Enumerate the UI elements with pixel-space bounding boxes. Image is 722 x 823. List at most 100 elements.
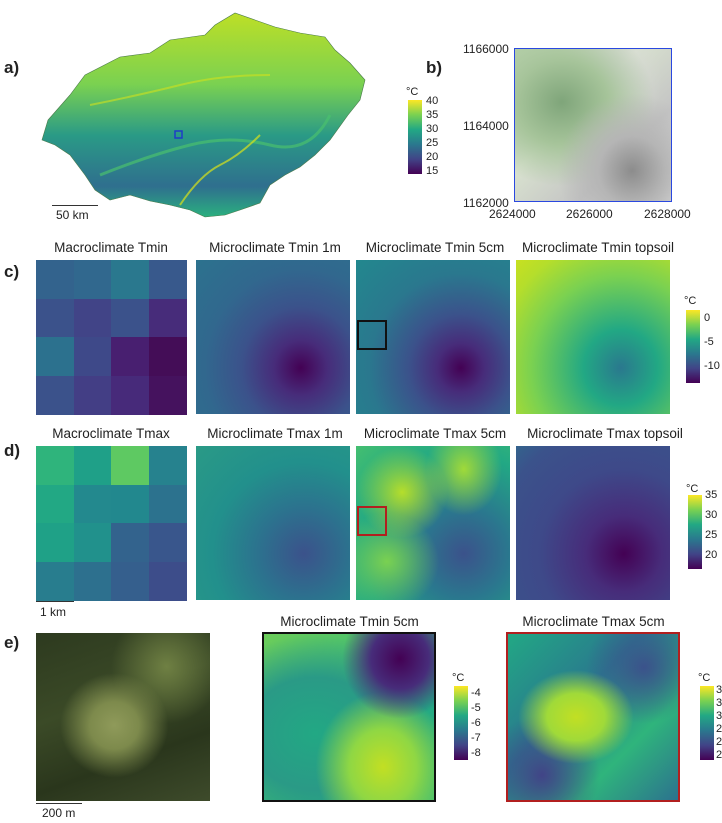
legend-a-tick: 15	[426, 165, 439, 177]
title-c-micro-5cm: Microclimate Tmin 5cm	[365, 240, 505, 255]
panel-label-d: d)	[4, 441, 21, 460]
grid-cell	[148, 298, 187, 338]
panel-label-b: b)	[426, 58, 443, 77]
panel-label-c: c)	[4, 262, 20, 281]
title-d-macro: Macroclimate Tmax	[52, 426, 170, 441]
grid-cell	[73, 561, 112, 601]
legend-a-tick: 20	[426, 151, 439, 163]
microclimate-tmin-topsoil-map	[516, 260, 670, 414]
zoom-tmin-5cm-map	[262, 632, 436, 802]
grid-cell	[111, 484, 149, 524]
legend-d-unit: °C	[686, 483, 699, 495]
title-c-micro-1m: Microclimate Tmin 1m	[209, 240, 341, 255]
scale-bar-a	[52, 205, 98, 206]
grid-cell	[36, 561, 74, 601]
grid-cell	[111, 375, 149, 415]
tmax-zoom-box	[357, 506, 387, 536]
b-x-tick: 2628000	[644, 207, 691, 221]
microclimate-tmax-5cm-map	[356, 446, 510, 600]
grid-cell	[111, 561, 149, 601]
grid-cell	[148, 523, 187, 562]
grid-cell	[73, 375, 112, 415]
legend-e-tmax-colorbar	[700, 686, 714, 760]
grid-cell	[148, 375, 187, 415]
legend-c-tick: 0	[704, 312, 711, 324]
microclimate-tmin-5cm-map	[356, 260, 510, 414]
scale-bar-d	[36, 601, 74, 602]
grid-cell	[148, 446, 187, 485]
scale-label-d: 1 km	[40, 605, 67, 619]
grid-cell	[111, 523, 149, 562]
legend-e-tmax-tick: 3	[716, 710, 722, 722]
grid-cell	[148, 561, 187, 601]
title-c-micro-topsoil: Microclimate Tmin topsoil	[521, 240, 675, 255]
grid-cell	[111, 337, 149, 376]
grid-cell	[36, 484, 74, 524]
switzerland-temperature-map	[41, 12, 366, 218]
grid-cell	[111, 260, 149, 299]
legend-e-tmax-tick: 3	[716, 697, 722, 709]
grid-cell	[36, 375, 74, 415]
tmin-zoom-box	[357, 320, 387, 350]
scale-label-e: 200 m	[42, 806, 76, 820]
legend-c-tick: -5	[704, 336, 714, 348]
legend-d-tick: 20	[705, 549, 718, 561]
grid-cell	[111, 446, 149, 485]
legend-a-tick: 30	[426, 123, 439, 135]
grid-cell	[36, 260, 74, 299]
grid-cell	[36, 337, 74, 376]
grid-cell	[73, 484, 112, 524]
legend-d-tick: 35	[705, 489, 718, 501]
microclimate-tmax-topsoil-map	[516, 446, 670, 600]
grid-cell	[73, 298, 112, 338]
legend-a-unit: °C	[406, 86, 419, 98]
microclimate-tmin-1m-map	[196, 260, 350, 414]
legend-e-tmin-tick: -4	[471, 687, 481, 699]
grid-cell	[36, 523, 74, 562]
legend-e-tmin-unit: °C	[452, 672, 465, 684]
grid-cell	[36, 446, 74, 485]
legend-c-colorbar	[686, 310, 700, 383]
b-x-tick: 2624000	[489, 207, 536, 221]
macroclimate-tmax-grid	[36, 446, 187, 601]
b-y-tick: 1164000	[463, 119, 509, 133]
legend-d-tick: 30	[705, 509, 718, 521]
grid-cell	[73, 337, 112, 376]
legend-a-tick: 35	[426, 109, 439, 121]
legend-e-tmax-unit: °C	[698, 672, 711, 684]
title-d-micro-1m: Microclimate Tmax 1m	[207, 426, 343, 441]
legend-c-tick: -10	[704, 360, 720, 372]
legend-e-tmax-tick: 2	[716, 723, 722, 735]
grid-cell	[111, 298, 149, 338]
scale-label-a: 50 km	[56, 208, 89, 222]
legend-e-tmin-tick: -7	[471, 732, 481, 744]
macroclimate-tmin-grid	[36, 260, 187, 415]
title-e-tmax: Microclimate Tmax 5cm	[522, 614, 665, 629]
legend-e-tmax-tick: 2	[716, 749, 722, 761]
grid-cell	[73, 260, 112, 299]
legend-e-tmax-tick: 2	[716, 736, 722, 748]
zoom-tmax-5cm-map	[506, 632, 680, 802]
legend-a-colorbar	[408, 100, 422, 174]
b-x-tick: 2626000	[566, 207, 613, 221]
legend-e-tmin-colorbar	[454, 686, 468, 760]
title-e-tmin: Microclimate Tmin 5cm	[280, 614, 419, 629]
legend-e-tmax-tick: 3	[716, 684, 722, 696]
region-marker	[174, 130, 183, 139]
grid-cell	[148, 337, 187, 376]
legend-a-tick: 25	[426, 137, 439, 149]
grid-cell	[36, 298, 74, 338]
legend-e-tmin-tick: -5	[471, 702, 481, 714]
legend-e-tmin-tick: -6	[471, 717, 481, 729]
microclimate-tmax-1m-map	[196, 446, 350, 600]
title-c-macro: Macroclimate Tmin	[54, 240, 168, 255]
legend-a-tick: 40	[426, 95, 439, 107]
legend-e-tmin-tick: -8	[471, 747, 481, 759]
title-d-micro-topsoil: Microclimate Tmax topsoil	[527, 426, 683, 441]
legend-c-unit: °C	[684, 295, 697, 307]
legend-d-tick: 25	[705, 529, 718, 541]
grid-cell	[73, 446, 112, 485]
aerial-photo	[36, 633, 210, 801]
title-d-micro-5cm: Microclimate Tmax 5cm	[363, 426, 507, 441]
b-y-tick: 1162000	[463, 196, 509, 210]
